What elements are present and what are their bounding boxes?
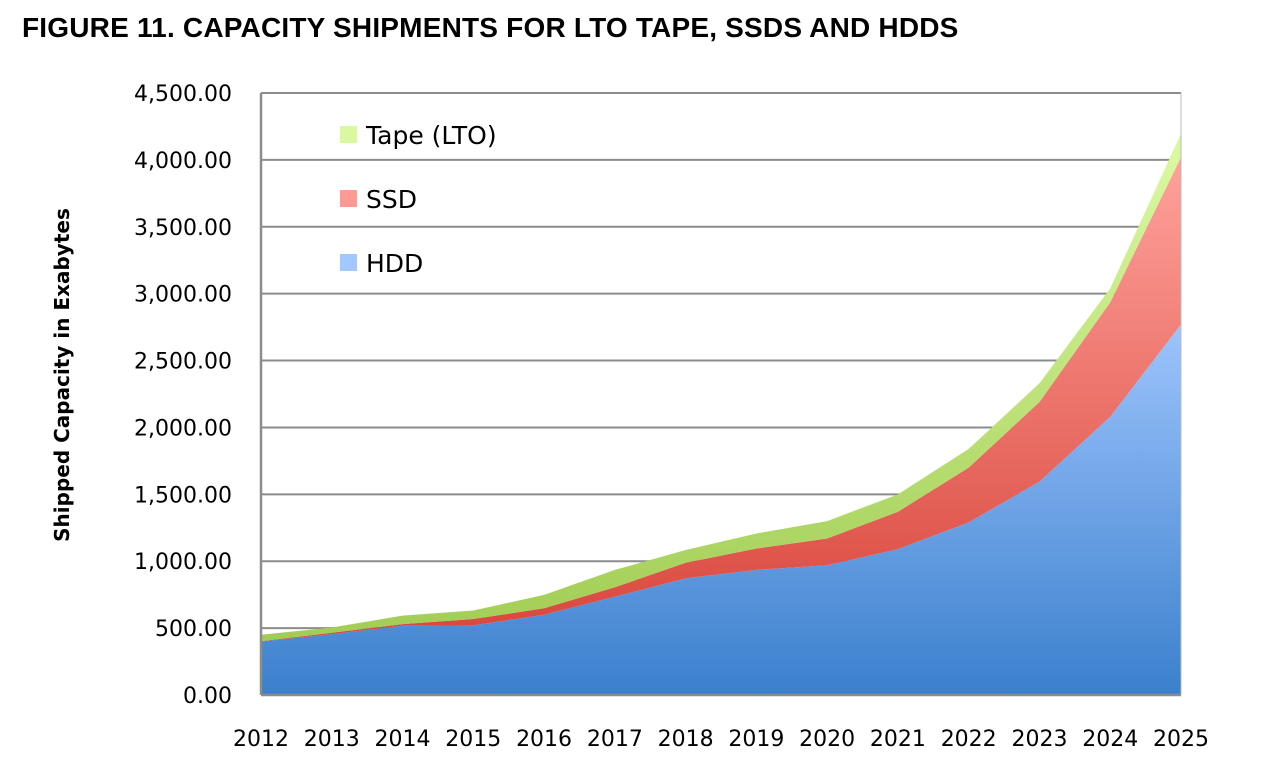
y-tick-label: 4,000.00 [134, 149, 232, 174]
y-tick-label: 1,500.00 [134, 483, 232, 508]
legend-label: HDD [366, 249, 423, 278]
x-tick-label: 2016 [516, 727, 572, 752]
x-tick-label: 2015 [445, 727, 501, 752]
area-hdd [261, 324, 1181, 695]
y-tick-label: 2,000.00 [134, 416, 232, 441]
x-tick-label: 2025 [1153, 727, 1209, 752]
x-tick-label: 2023 [1011, 727, 1067, 752]
x-tick-label: 2020 [799, 727, 855, 752]
x-tick-label: 2014 [375, 727, 431, 752]
y-tick-label: 0.00 [183, 684, 232, 709]
legend-label: Tape (LTO) [365, 121, 497, 150]
x-tick-label: 2024 [1082, 727, 1138, 752]
legend-label: SSD [366, 185, 417, 214]
area-ssd [261, 157, 1181, 642]
y-tick-label: 3,000.00 [134, 283, 232, 308]
y-tick-label: 500.00 [155, 617, 232, 642]
x-tick-label: 2017 [587, 727, 643, 752]
legend: Tape (LTO) SSD HDD [340, 121, 497, 278]
legend-swatch [340, 254, 357, 271]
legend-swatch [340, 190, 357, 207]
y-tick-label: 2,500.00 [134, 350, 232, 375]
y-axis-title: Shipped Capacity in Exabytes [50, 208, 74, 542]
y-tick-label: 4,500.00 [134, 82, 232, 107]
y-tick-label: 3,500.00 [134, 216, 232, 241]
x-tick-label: 2018 [658, 727, 714, 752]
x-tick-label: 2019 [728, 727, 784, 752]
x-tick-label: 2012 [233, 727, 289, 752]
x-tick-label: 2013 [304, 727, 360, 752]
y-tick-label: 1,000.00 [134, 550, 232, 575]
x-tick-label: 2022 [941, 727, 997, 752]
legend-swatch [340, 126, 357, 143]
x-tick-label: 2021 [870, 727, 926, 752]
chart-title: FIGURE 11. CAPACITY SHIPMENTS FOR LTO TA… [22, 12, 959, 43]
